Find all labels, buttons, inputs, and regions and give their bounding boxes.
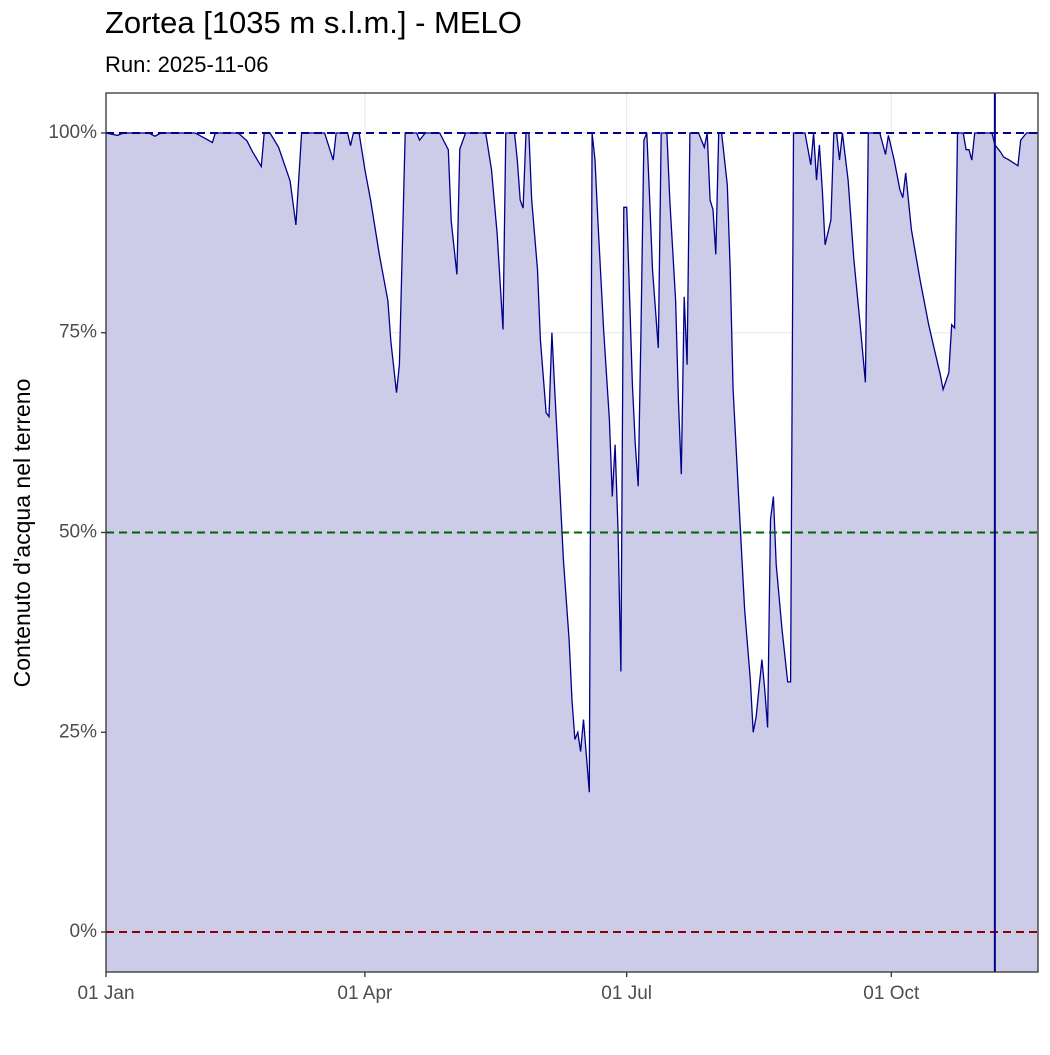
x-tick-label: 01 Oct [863,983,920,1004]
y-tick-label: 50% [59,522,97,543]
y-tick-label: 75% [59,322,97,343]
x-tick-label: 01 Jan [77,983,134,1004]
series-line [105,132,1038,793]
x-tick-label: 01 Jul [601,983,652,1004]
area-fill [106,133,1038,972]
y-tick-label: 25% [59,721,97,742]
y-axis-label: Contenuto d'acqua nel terreno [9,379,35,688]
chart-subtitle: Run: 2025-11-06 [105,52,269,77]
y-tick-label: 100% [48,122,97,143]
y-tick-label: 0% [70,921,98,942]
chart-title: Zortea [1035 m s.l.m.] - MELO [105,5,522,40]
x-tick-label: 01 Apr [337,983,393,1004]
